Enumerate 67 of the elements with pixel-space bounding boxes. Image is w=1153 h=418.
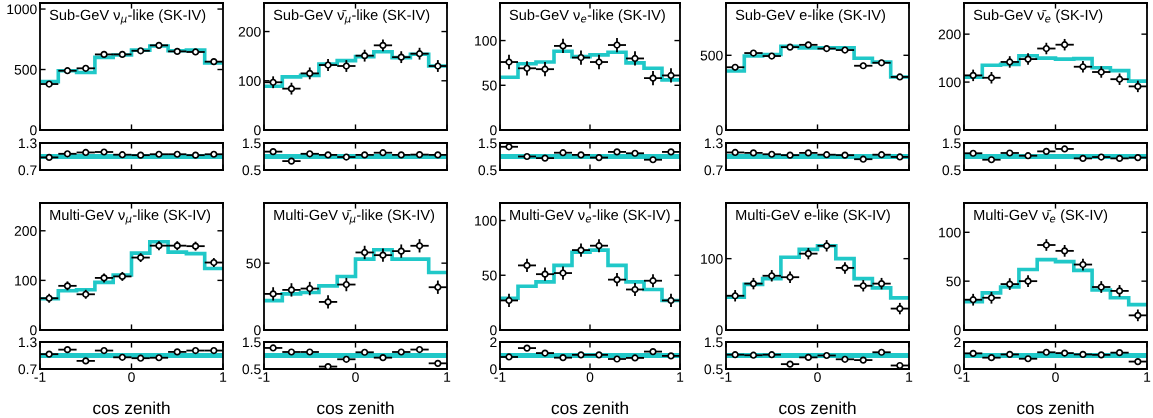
x-axis-title: cos zenith [1017,401,1094,415]
chart-title: Multi-GeV ν$_{μ}$-like (SK-IV) [50,209,211,225]
y-tick-label: 2 [954,337,961,348]
y-tick-label: 1.5 [242,337,261,348]
y-tick-label: 0.5 [242,165,261,176]
y-tick-label: 0 [716,325,723,336]
x-tick-label: 0 [128,372,135,382]
y-tick-label: 100 [239,76,261,86]
y-tick-label: 0 [954,325,961,336]
x-tick-label: 1 [220,372,227,382]
chart-title: Multi-GeV ν̄$_{e}$ (SK-IV) [974,209,1108,223]
y-tick-label: 0 [954,125,961,136]
y-tick-label: 500 [700,50,723,61]
y-tick-label: 100 [939,227,961,238]
x-tick-label: 0 [586,372,594,382]
chart-title: Sub-GeV ν$_{μ}$-like (SK-IV) [49,9,206,25]
x-tick-label: 1 [906,372,913,382]
y-tick-label: 100 [475,35,497,46]
chart-title: Sub-GeV ν$_{e}$-like (SK-IV) [509,9,665,23]
chart-title: Multi-GeV e-like (SK-IV) [736,209,890,223]
y-tick-label: 0.7 [704,165,723,176]
x-axis-title: cos zenith [779,401,856,415]
y-tick-label: 0 [30,125,37,136]
chart-title: Sub-GeV ν̄$_{e}$ (SK-IV) [973,9,1103,23]
y-tick-label: 0 [254,325,261,336]
y-tick-label: 100 [15,275,37,286]
chart-title: Sub-GeV ν̄$_{μ}$-like (SK-IV) [273,9,430,25]
y-tick-label: 50 [946,276,961,287]
y-tick-label: 100 [475,215,497,226]
y-tick-label: 0.5 [942,165,961,176]
y-tick-label: 0 [716,125,723,136]
y-tick-label: 1.3 [18,138,37,149]
x-axis-title: cos zenith [551,401,628,415]
y-tick-label: 1.5 [242,138,261,149]
x-axis-title: cos zenith [317,401,394,415]
chart-title: Sub-GeV e-like (SK-IV) [735,9,885,23]
y-tick-label: 100 [939,77,961,88]
x-axis-title: cos zenith [93,401,170,415]
x-tick-label: 0 [814,372,821,382]
x-tick-label: 1 [1144,372,1151,382]
y-tick-label: 2 [490,337,497,348]
y-tick-label: 100 [701,253,723,264]
y-tick-label: 50 [482,80,497,91]
y-tick-label: 200 [238,26,261,37]
y-tick-label: 1000 [7,4,37,15]
y-tick-label: 50 [482,270,497,281]
y-tick-label: 0 [490,125,497,136]
y-tick-label: 200 [938,29,961,40]
y-tick-label: 200 [14,226,37,236]
y-tick-label: 1.3 [704,138,723,149]
chart-title: Multi-GeV ν̄$_{μ}$-like (SK-IV) [274,209,435,225]
y-tick-label: 0 [30,325,37,336]
y-tick-label: 0 [490,325,497,336]
x-tick-label: 1 [444,372,451,382]
y-tick-label: 1.3 [18,337,37,348]
y-tick-label: 0.7 [18,165,37,176]
y-tick-label: 1.5 [704,337,723,348]
chart-title: Multi-GeV ν$_{e}$-like (SK-IV) [510,209,670,223]
y-tick-label: 1.5 [942,138,961,149]
x-tick-label: 0 [1052,372,1059,382]
x-tick-label: 1 [677,372,684,382]
x-tick-label: 0 [352,372,359,382]
y-tick-label: 0 [254,125,261,136]
y-tick-label: 500 [14,64,37,75]
y-tick-label: 0.5 [478,165,497,176]
y-tick-label: 50 [246,258,261,269]
y-tick-label: 1.5 [478,138,497,149]
